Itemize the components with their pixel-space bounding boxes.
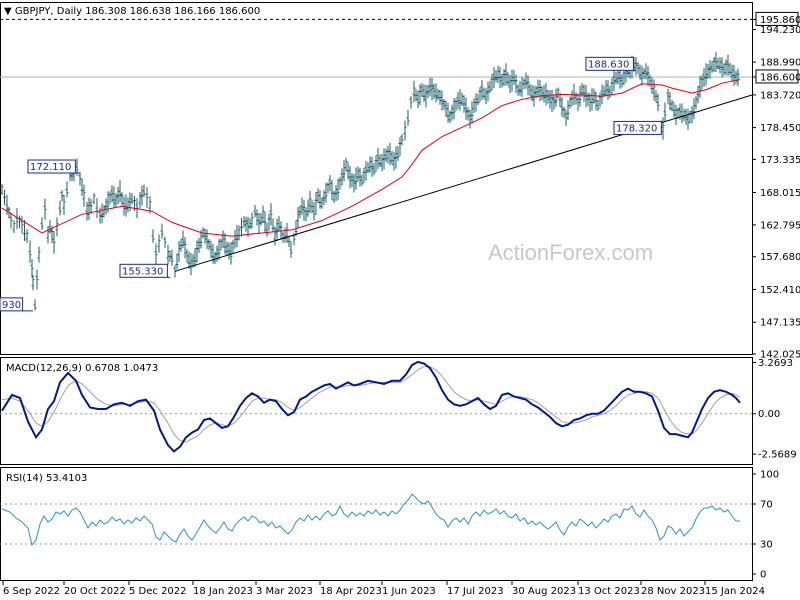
price-y-tick-label: 168.015 <box>760 188 800 199</box>
rsi-y-tick-label: 0 <box>760 570 766 581</box>
price-y-label-box <box>755 69 799 84</box>
price-header: ▼ GBPJPY, Daily 186.308 186.638 186.166 … <box>4 6 260 17</box>
moving-average-line <box>1 78 741 237</box>
rsi-line <box>1 493 740 547</box>
x-tick-label: 18 Apr 2023 <box>320 586 382 597</box>
macd-y-tick-label: 3.2693 <box>758 358 793 369</box>
annotation-box <box>613 120 662 135</box>
x-tick-label: 18 Jan 2023 <box>193 586 253 597</box>
annotation-label: 155.330 <box>122 266 163 277</box>
macd-panel <box>0 360 752 453</box>
x-tick-label: 15 Jan 2024 <box>705 586 765 597</box>
annotation-label: 172.110 <box>30 162 71 173</box>
price-y-tick-label: 194.230 <box>760 25 800 36</box>
macd-header: MACD(12,26,9) 0.6708 1.0473 <box>6 363 158 374</box>
rsi-y-tick-label: 100 <box>760 470 779 481</box>
macd-line <box>1 360 741 453</box>
annotation-172.110: 172.110 <box>27 159 80 174</box>
price-y-label-box <box>755 11 799 26</box>
annotation-box <box>27 159 76 174</box>
trendline <box>174 94 753 272</box>
rsi-y-tick-label: 30 <box>760 540 773 551</box>
price-y-tick-label: 162.795 <box>760 220 800 231</box>
price-y-tick-label: 142.025 <box>760 350 800 361</box>
annotation-188.630: 188.630 <box>585 56 636 71</box>
annotation-box <box>585 56 634 71</box>
price-y-tick-label: 188.990 <box>760 58 800 69</box>
price-panel-frame <box>0 2 753 355</box>
price-y-tick-label: 183.720 <box>760 90 800 101</box>
x-tick-label: 6 Sep 2022 <box>3 586 60 597</box>
price-y-tick-label: 195.860 <box>760 15 800 26</box>
rsi-y-tick-label: 70 <box>760 500 773 511</box>
annotation-930: 930 <box>0 297 33 312</box>
annotation-178.320: 178.320 <box>613 120 662 135</box>
rsi-panel <box>0 493 752 547</box>
annotation-box <box>0 297 24 312</box>
x-tick-label: 17 Jul 2023 <box>447 586 504 597</box>
x-tick-label: 3 Mar 2023 <box>256 586 313 597</box>
annotation-label: 178.320 <box>616 123 657 134</box>
price-header-text: GBPJPY, Daily 186.308 186.638 186.166 18… <box>15 6 260 17</box>
x-tick-label: 5 Dec 2022 <box>129 586 187 597</box>
annotation-box <box>119 263 168 278</box>
macd-y-tick-label: -2.5689 <box>758 450 797 461</box>
price-y-tick-label: 173.335 <box>760 155 800 166</box>
annotation-label: 930 <box>2 300 21 311</box>
annotation-label: 188.630 <box>588 59 629 70</box>
watermark: ActionForex.com <box>488 240 653 265</box>
macd-panel-frame <box>0 357 753 465</box>
x-tick-label: 30 Aug 2023 <box>512 586 576 597</box>
price-y-tick-label: 178.450 <box>760 123 800 134</box>
x-tick-label: 20 Oct 2022 <box>64 586 126 597</box>
macd-y-tick-label: 0.00 <box>758 409 780 420</box>
price-y-tick-label: 157.680 <box>760 252 800 263</box>
x-tick-label: 28 Nov 2023 <box>641 586 705 597</box>
price-panel: 930 172.110 155.330 188.630 178.320 <box>0 18 753 312</box>
price-y-tick-label: 186.600 <box>760 72 800 83</box>
price-y-tick-label: 147.135 <box>760 318 800 329</box>
macd-signal-line <box>1 366 741 443</box>
x-tick-label: 1 Jun 2023 <box>382 586 436 597</box>
x-tick-label: 13 Oct 2023 <box>578 586 640 597</box>
price-y-tick-label: 152.410 <box>760 285 800 296</box>
rsi-panel-frame <box>0 467 753 581</box>
annotation-155.330: 155.330 <box>119 263 170 278</box>
rsi-header: RSI(14) 53.4103 <box>6 473 87 484</box>
dropdown-triangle-icon: ▼ <box>4 6 12 17</box>
